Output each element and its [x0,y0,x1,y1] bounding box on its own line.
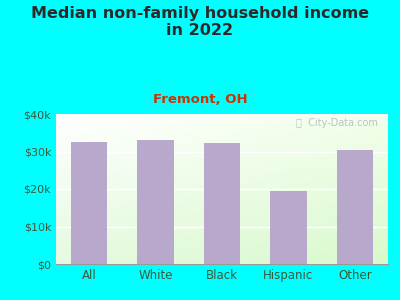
Bar [71,142,108,264]
Bar [204,143,240,264]
Text: Fremont, OH: Fremont, OH [153,93,247,106]
Text: ⓘ  City-Data.com: ⓘ City-Data.com [296,118,378,128]
Bar [336,150,373,264]
Text: Median non-family household income
in 2022: Median non-family household income in 20… [31,6,369,38]
Bar [270,191,307,264]
Bar [137,140,174,264]
